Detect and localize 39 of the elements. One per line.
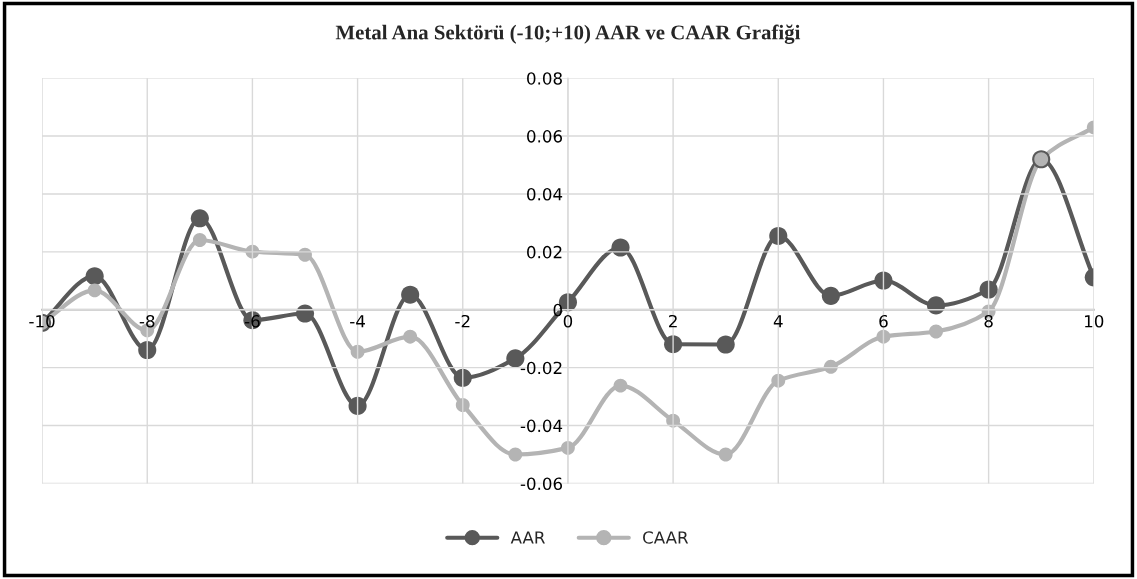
- point: [348, 396, 367, 415]
- x-tick-label: 8: [984, 314, 993, 328]
- point: [401, 285, 420, 304]
- x-tick-label: 2: [669, 314, 677, 328]
- chart-title: Metal Ana Sektörü (-10;+10) AAR ve CAAR Grafiği: [335, 24, 801, 44]
- point: [508, 447, 523, 462]
- point: [192, 233, 207, 247]
- point: [85, 267, 104, 286]
- legend-label: AAR: [510, 531, 545, 544]
- y-tick-label: 0.08: [527, 72, 562, 85]
- point: [718, 447, 733, 462]
- x-tick-label: 6: [879, 314, 888, 328]
- point: [926, 296, 946, 315]
- legend-label: CAAR: [643, 531, 689, 544]
- point: [769, 226, 788, 245]
- y-tick-label: 0.06: [527, 130, 563, 143]
- point: [823, 359, 838, 374]
- point: [403, 329, 418, 344]
- point: [455, 398, 470, 412]
- x-tick-label: -8: [139, 314, 155, 328]
- point: [138, 340, 157, 360]
- y-tick-label: -0.02: [520, 361, 562, 375]
- point: [929, 324, 943, 339]
- x-tick-label: -4: [350, 315, 365, 328]
- y-tick-label: -0.06: [520, 477, 563, 491]
- x-tick-label: 4: [773, 315, 783, 328]
- y-tick-label: 0.04: [527, 187, 563, 201]
- x-tick-label: -2: [455, 314, 470, 328]
- point: [716, 335, 735, 354]
- y-tick-label: 0.02: [527, 245, 562, 259]
- point: [295, 304, 315, 323]
- y-tick-label: -0.04: [520, 419, 563, 433]
- point: [613, 378, 628, 393]
- point: [190, 209, 209, 228]
- point: [87, 283, 102, 298]
- x-tick-label: 10: [1085, 314, 1104, 328]
- point: [453, 368, 472, 387]
- point: [821, 286, 840, 305]
- x-tick-label: 0: [563, 314, 573, 328]
